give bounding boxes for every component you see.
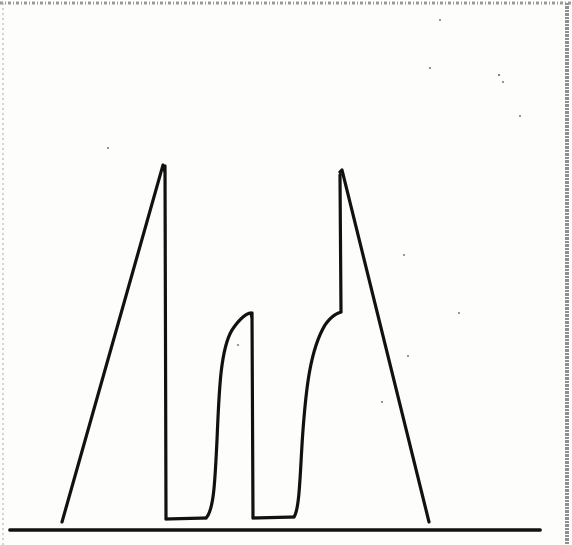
left-valley-floor: [164, 516, 208, 521]
right-valley-floor: [251, 515, 296, 520]
middle-hump-drop: [250, 311, 255, 520]
speck: [502, 81, 504, 83]
speck: [403, 254, 405, 256]
middle-hump: [204, 311, 254, 520]
speck: [107, 147, 109, 149]
scan-specks: [107, 19, 521, 403]
speck: [439, 19, 441, 21]
left-peak: [60, 163, 167, 524]
speck: [407, 355, 409, 357]
speck: [429, 67, 431, 69]
speck: [237, 344, 239, 346]
right-shoulder: [292, 310, 343, 519]
speck: [519, 115, 521, 117]
speck: [458, 312, 460, 314]
right-peak-rise: [338, 173, 343, 314]
speck: [497, 73, 501, 77]
left-peak-drop: [163, 164, 168, 521]
speck: [381, 401, 383, 403]
right-peak: [338, 168, 431, 524]
